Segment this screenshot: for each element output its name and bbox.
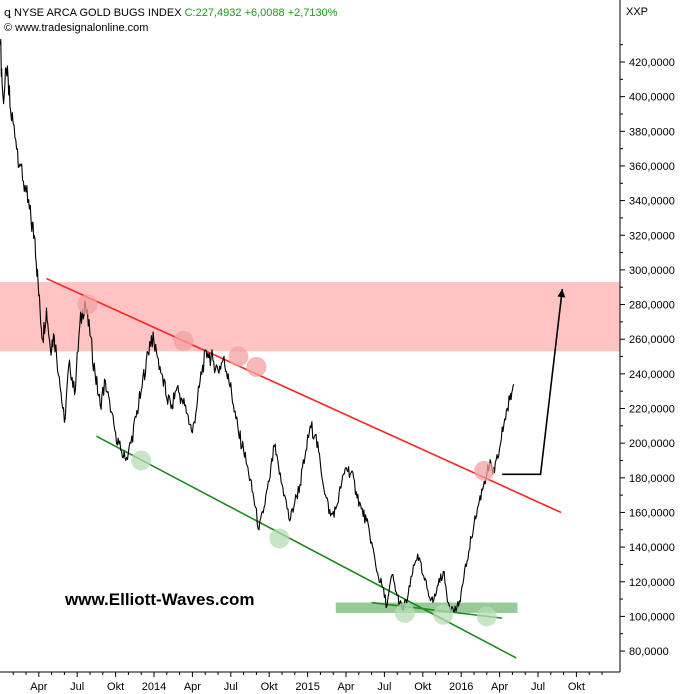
- x-tick-label-11: 2016: [449, 681, 473, 693]
- x-ticks: Apr Jul Okt 2014 Apr Jul Okt 2015 Apr Jul Okt 2016 A…: [12, 672, 603, 693]
- support-touch-point-3: [433, 604, 454, 625]
- projection-path: [502, 288, 564, 476]
- y-tick-label-9: 240,0000: [629, 369, 675, 381]
- instrument-label: NYSE ARCA GOLD BUGS INDEX: [14, 7, 182, 19]
- y-tick-label-17: 80,0000: [629, 646, 669, 658]
- x-tick-label-2: Okt: [107, 681, 124, 693]
- resistance-touch-point-3: [246, 356, 267, 377]
- y-tick-label-11: 200,0000: [629, 438, 675, 450]
- y-tick-label-6: 300,0000: [629, 265, 675, 277]
- x-tick-label-10: Okt: [414, 681, 431, 693]
- x-tick-label-9: Jul: [377, 681, 391, 693]
- y-tick-label-13: 160,0000: [629, 507, 675, 519]
- zones-layer: [0, 282, 620, 613]
- y-tick-label-5: 320,0000: [629, 230, 675, 242]
- y-tick-label-7: 280,0000: [629, 300, 675, 312]
- price-series-line: [0, 38, 515, 613]
- projection-arrowhead: [557, 288, 566, 298]
- x-tick-label-8: Apr: [337, 681, 354, 693]
- y-tick-label-8: 260,0000: [629, 334, 675, 346]
- y-tick-label-14: 140,0000: [629, 542, 675, 554]
- support-touch-point-0: [131, 450, 152, 471]
- chart-header: ꝗ NYSE ARCA GOLD BUGS INDEX C:227,4932 +…: [4, 6, 338, 19]
- change-percent: +2,7130%: [287, 7, 338, 19]
- y-tick-label-0: 420,0000: [629, 57, 675, 69]
- x-tick-label-5: Jul: [224, 681, 238, 693]
- y-tick-label-16: 100,0000: [629, 611, 675, 623]
- resistance-touch-point-4: [474, 460, 495, 481]
- x-tick-label-14: Okt: [568, 681, 585, 693]
- support-touch-point-2: [394, 602, 415, 623]
- y-tick-label-10: 220,0000: [629, 404, 675, 416]
- support-touch-point-4: [476, 606, 497, 627]
- resistance-touch-point-2: [228, 346, 249, 367]
- pin-icon: ꝗ: [4, 7, 11, 19]
- y-tick-label-1: 400,0000: [629, 92, 675, 104]
- copyright: © www.tradesignalonline.com: [4, 22, 149, 34]
- x-tick-label-1: Jul: [70, 681, 84, 693]
- support-zone: [335, 602, 518, 613]
- x-tick-label-0: Apr: [30, 681, 47, 693]
- x-tick-label-3: 2014: [142, 681, 166, 693]
- symbol-label: XXP: [626, 6, 649, 18]
- x-tick-label-6: Okt: [261, 681, 278, 693]
- y-tick-label-4: 340,0000: [629, 196, 675, 208]
- resistance-zone: [0, 282, 620, 352]
- y-tick-label-15: 120,0000: [629, 577, 675, 589]
- x-tick-label-13: Jul: [531, 681, 545, 693]
- touch-points-layer: [77, 294, 497, 627]
- projection-layer: [502, 288, 566, 476]
- y-tick-label-3: 360,0000: [629, 161, 675, 173]
- change-value: +6,0088: [244, 7, 285, 19]
- x-tick-label-4: Apr: [184, 681, 201, 693]
- last-value: C:227,4932: [184, 7, 242, 19]
- price-layer: [0, 38, 515, 613]
- watermark: www.Elliott-Waves.com: [64, 590, 255, 609]
- resistance-touch-point-1: [173, 330, 194, 351]
- x-tick-label-12: Apr: [491, 681, 508, 693]
- x-tick-label-7: 2015: [295, 681, 319, 693]
- y-tick-label-12: 180,0000: [629, 473, 675, 485]
- y-tick-label-2: 380,0000: [629, 126, 675, 138]
- support-touch-point-1: [269, 528, 290, 549]
- y-ticks: 420,0000 400,0000 380,0000 360,0000 340,0000…: [620, 44, 675, 658]
- resistance-touch-point-0: [77, 294, 98, 315]
